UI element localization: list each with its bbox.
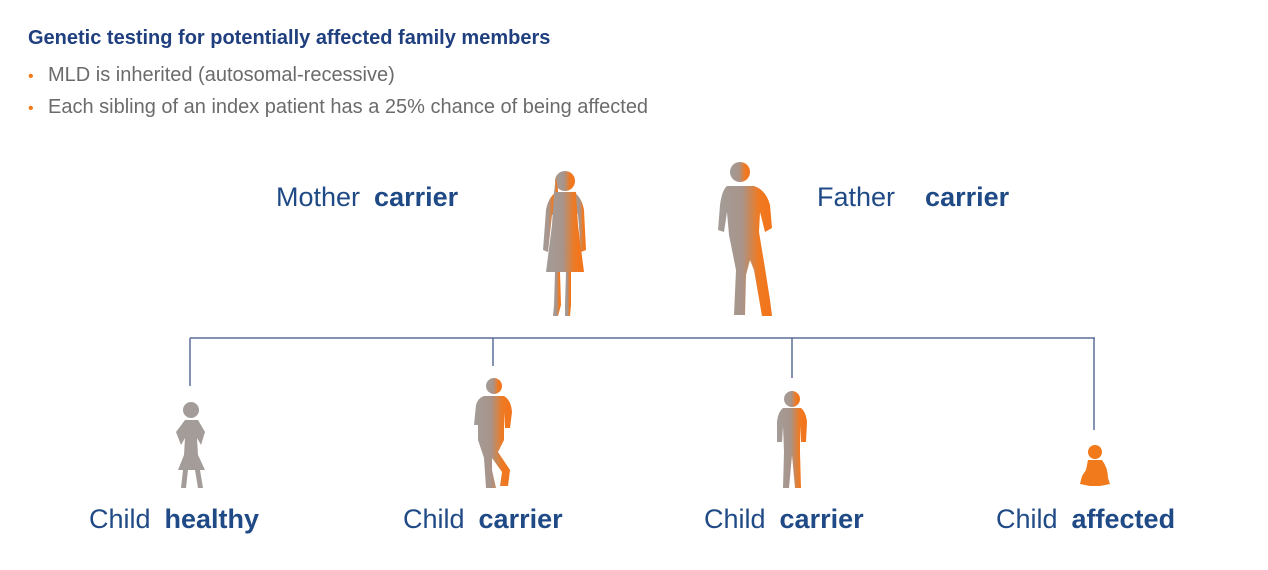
bullet-item: • Each sibling of an index patient has a … [28,92,648,124]
bullet-dot-icon: • [28,100,34,117]
child-3-status: carrier [779,504,864,534]
father-silhouette-icon [718,162,772,316]
mother-silhouette-icon [543,171,586,316]
child-carrier-silhouette-icon [777,391,807,488]
bullet-item: • MLD is inherited (autosomal-recessive) [28,60,648,92]
child-1-status: healthy [164,504,260,534]
child-affected-silhouette-icon [1080,445,1110,486]
child-3-label: Child carrier [704,504,864,534]
child-2-status: carrier [478,504,563,534]
child-4-status: affected [1071,504,1176,534]
pedigree-lines [189,337,1095,430]
mother-label: Mother carrier [276,182,459,212]
child-1-label: Child healthy [89,504,260,534]
child-4-label: Child affected [996,504,1176,534]
page-title: Genetic testing for potentially affected… [28,27,551,49]
child-carrier-silhouette-icon [474,378,512,488]
mother-status: carrier [374,182,459,212]
bullet-dot-icon: • [28,68,34,85]
bullet-list: • MLD is inherited (autosomal-recessive) … [28,60,648,124]
child-2-label: Child carrier [403,504,563,534]
father-status: carrier [925,182,1010,212]
father-label: Father carrier [817,182,1010,212]
child-healthy-silhouette-icon [176,402,205,488]
